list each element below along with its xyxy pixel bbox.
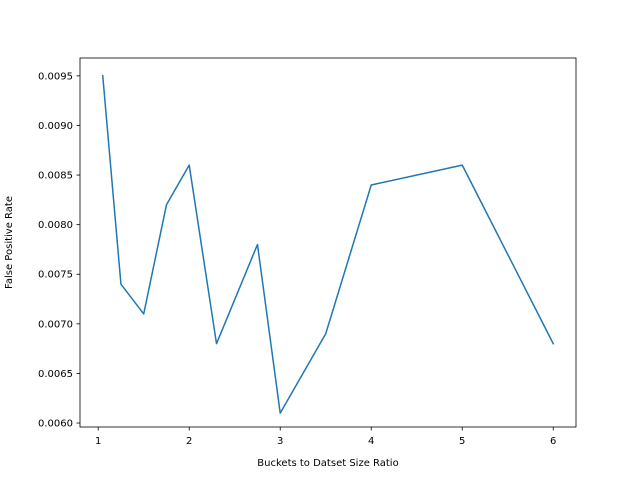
y-axis-title: False Positive Rate [4,196,15,289]
plot-area [101,75,555,414]
y-axis-ticks: 0.0060 0.0065 0.0070 0.0075 0.0080 0.0085 0.00… [38,71,80,430]
y-tick-label: 0.0085 [38,171,73,182]
y-tick-label: 0.0075 [38,270,73,281]
y-tick-label: 0.0065 [38,369,73,380]
y-tick-label: 0.0060 [38,419,73,430]
series-line [101,75,555,414]
y-tick-label: 0.0070 [38,319,73,330]
x-tick-label: 2 [186,436,192,447]
x-tick-label: 3 [277,436,283,447]
x-axis-ticks: 1 2 3 4 5 6 [95,427,556,447]
y-tick-label: 0.0095 [38,71,73,82]
x-tick-label: 4 [368,436,374,447]
x-tick-label: 1 [95,436,101,447]
x-axis-title: Buckets to Datset Size Ratio [257,458,398,469]
x-tick-label: 5 [459,436,465,447]
axes-frame [79,57,577,428]
y-tick-label: 0.0090 [38,121,73,132]
x-tick-label: 6 [550,436,556,447]
y-tick-label: 0.0080 [38,220,73,231]
